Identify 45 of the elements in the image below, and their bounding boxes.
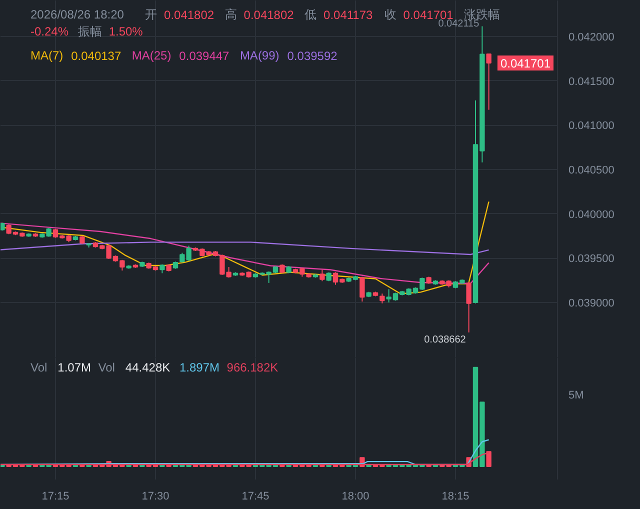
candlestick bbox=[360, 276, 365, 302]
y-tick-label: 0.040500 bbox=[568, 164, 614, 176]
annotation: 0.041173 bbox=[324, 8, 374, 22]
text: MA(99) bbox=[240, 48, 280, 62]
x-tick-label: 17:15 bbox=[42, 490, 70, 502]
annotation: Vol bbox=[98, 360, 115, 374]
annotation: 收 bbox=[384, 8, 396, 22]
annotation: 0.041802 bbox=[164, 8, 214, 22]
line-series bbox=[0, 242, 490, 256]
text: MA(25) bbox=[132, 48, 172, 62]
x-tick-label: 18:15 bbox=[442, 490, 470, 502]
annotation: 振幅 bbox=[78, 24, 102, 38]
y-tick-label: 0.041000 bbox=[568, 120, 614, 132]
text: MA(7) bbox=[30, 48, 64, 62]
annotation: 高 bbox=[224, 8, 237, 22]
annotation: -0.24% bbox=[30, 24, 69, 38]
annotation: 0.039592 bbox=[287, 49, 338, 63]
text: 5M bbox=[568, 389, 584, 402]
annotation: 0.041802 bbox=[244, 8, 294, 22]
y-tick-label: 0.042000 bbox=[568, 31, 614, 44]
text: 2026/08/26 18:20 bbox=[30, 8, 124, 22]
x-tick-label: 17:45 bbox=[242, 490, 270, 502]
annotation: 开 bbox=[145, 8, 158, 22]
candlestick bbox=[320, 269, 325, 282]
y-tick-label: 0.039000 bbox=[568, 297, 614, 310]
annotation: 1.897M bbox=[179, 360, 220, 374]
bar bbox=[486, 451, 492, 468]
annotation: 0.041701 bbox=[500, 56, 551, 70]
candlestick bbox=[380, 293, 385, 304]
x-tick-label: 18:00 bbox=[342, 490, 370, 502]
annotation: 1.07M bbox=[58, 360, 92, 374]
y-tick-label: 0.039500 bbox=[568, 253, 614, 266]
annotation: 1.50% bbox=[108, 24, 144, 38]
annotation: 44.428K bbox=[125, 360, 170, 374]
y-tick-label: 0.041500 bbox=[568, 76, 614, 88]
x-tick-label: 17:30 bbox=[142, 490, 170, 502]
annotation: 低 bbox=[304, 8, 317, 22]
candlestick bbox=[466, 282, 472, 333]
annotation: 0.040137 bbox=[71, 49, 122, 63]
annotation: 966.182K bbox=[226, 360, 278, 374]
annotation: 0.038662 bbox=[424, 334, 466, 346]
candlestick bbox=[486, 54, 492, 110]
annotation: Vol bbox=[30, 360, 48, 374]
y-tick-label: 0.040000 bbox=[568, 208, 614, 221]
annotation: 0.039447 bbox=[179, 49, 230, 63]
